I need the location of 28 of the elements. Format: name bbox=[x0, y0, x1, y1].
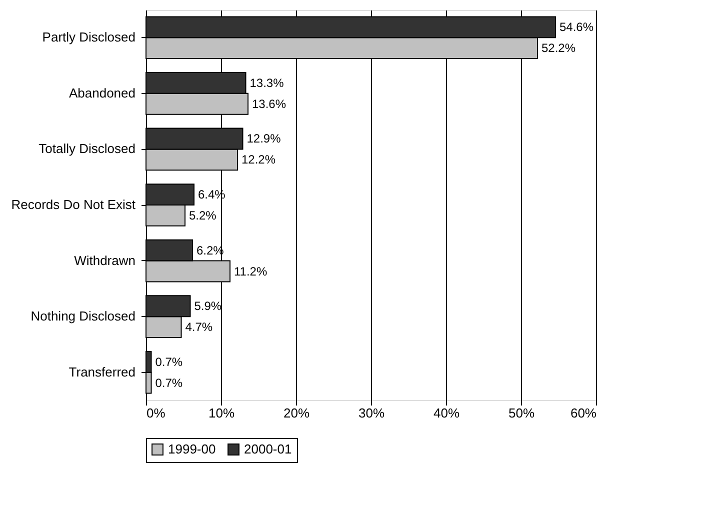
data-label: 54.6% bbox=[560, 20, 594, 34]
y-tick-label: Partly Disclosed bbox=[42, 30, 136, 45]
data-label: 0.7% bbox=[155, 376, 183, 390]
data-label: 13.3% bbox=[250, 76, 284, 90]
y-tick-label: Transferred bbox=[68, 364, 136, 380]
x-tick-label: 50% bbox=[508, 406, 535, 420]
legend-label: 2000-01 bbox=[244, 442, 292, 457]
data-label: 5.9% bbox=[194, 299, 222, 314]
data-label: 12.9% bbox=[246, 132, 282, 146]
x-tick-label: 30% bbox=[358, 406, 385, 420]
data-label: 11.2% bbox=[234, 264, 268, 278]
x-tick-label: 60% bbox=[570, 406, 597, 420]
y-tick-label: Records Do Not Exist bbox=[11, 197, 136, 212]
data-label: 0.7% bbox=[155, 354, 183, 369]
y-tick-label: Nothing Disclosed bbox=[30, 308, 136, 324]
x-tick-label: 10% bbox=[208, 406, 235, 420]
x-tick-label: 0% bbox=[146, 406, 166, 420]
y-tick-label: Totally Disclosed bbox=[38, 141, 136, 156]
data-label: 12.2% bbox=[242, 152, 276, 167]
y-tick-label: Withdrawn bbox=[74, 252, 136, 268]
data-label: 52.2% bbox=[542, 41, 576, 56]
data-label: 13.6% bbox=[252, 96, 286, 111]
x-tick-label: 20% bbox=[283, 406, 310, 420]
data-label: 5.2% bbox=[189, 208, 217, 222]
legend-label: 1999-00 bbox=[168, 442, 216, 457]
y-tick-label: Abandoned bbox=[68, 85, 136, 100]
data-label: 4.7% bbox=[185, 320, 213, 334]
x-tick-label: 40% bbox=[433, 406, 460, 420]
